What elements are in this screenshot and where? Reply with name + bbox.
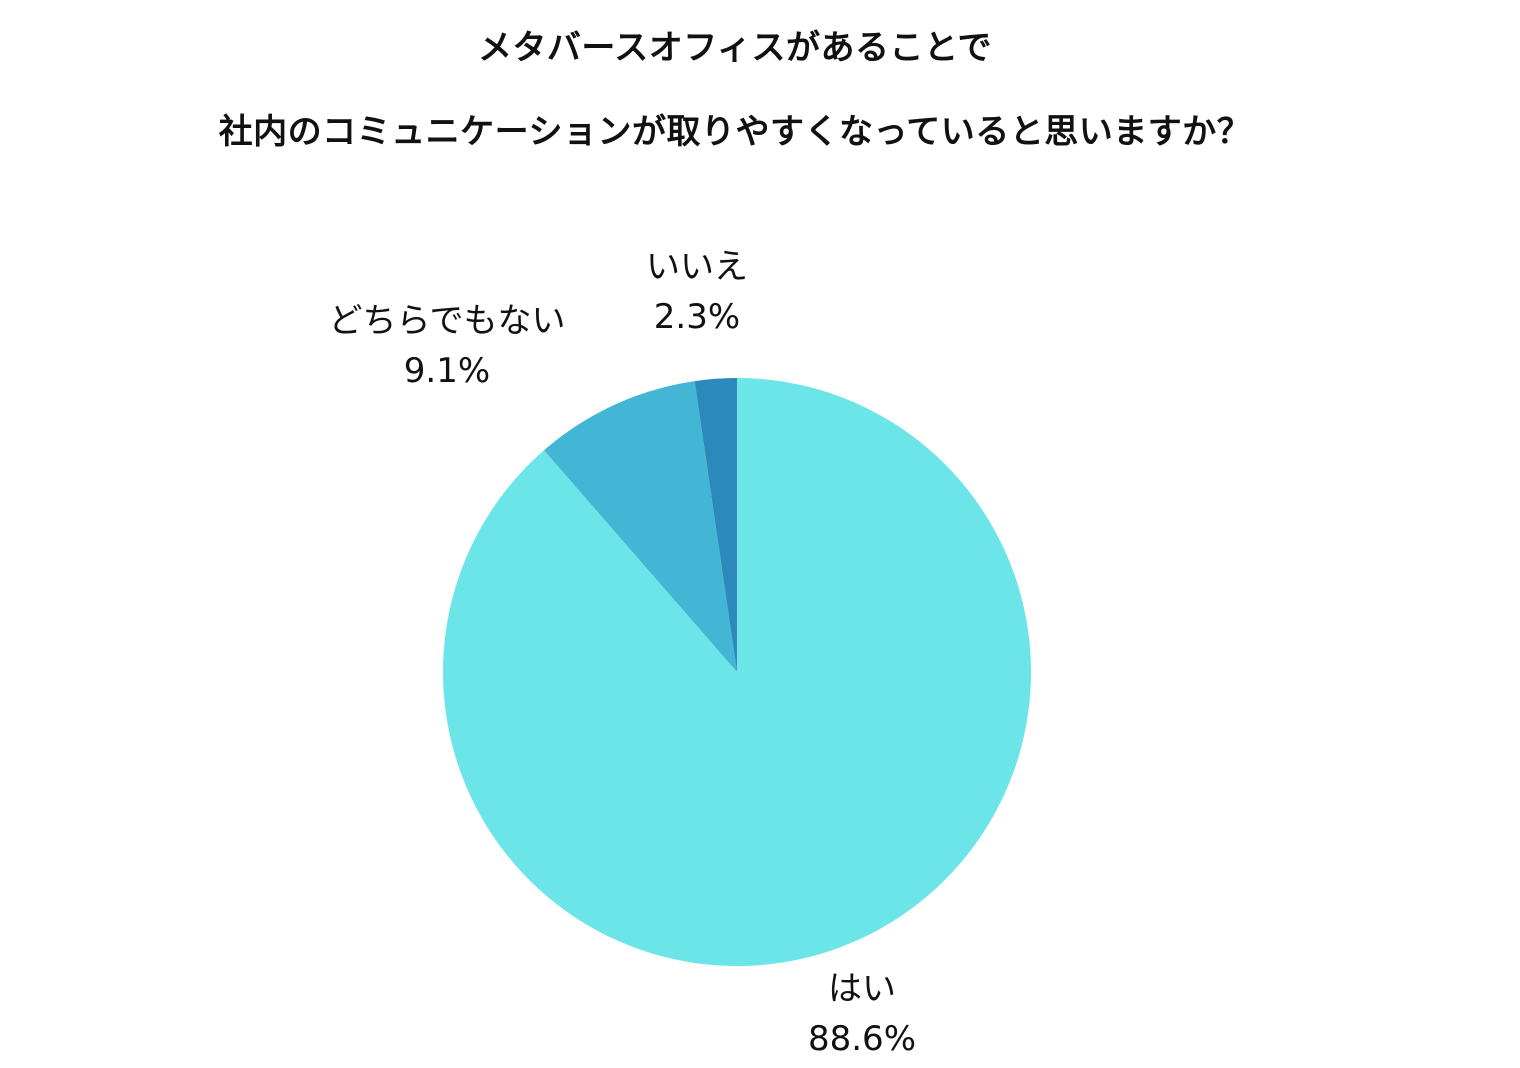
slice-label-2: どちらでもない bbox=[329, 301, 566, 341]
slice-label-3: いいえ bbox=[646, 247, 748, 287]
chart-title-line-2: 社内のコミュニケーションが取りやすくなっていると思いますか？ bbox=[218, 112, 1252, 152]
pie-labels: はい 88.6% どちらでもない 9.1% いいえ 2.3% bbox=[329, 247, 917, 1059]
slice-label-1: はい bbox=[828, 969, 896, 1009]
slice-value-label-1: 88.6% bbox=[808, 1019, 916, 1059]
slice-value-label-3: 2.3% bbox=[654, 297, 740, 337]
pie-slice-3 bbox=[694, 378, 737, 672]
slice-value-label-2: 9.1% bbox=[404, 351, 490, 391]
chart-title-line-1: メタバースオフィスがあることで bbox=[477, 28, 993, 68]
pie-slices bbox=[443, 378, 1032, 967]
pie-slice-2 bbox=[543, 381, 737, 672]
pie-slice-1 bbox=[443, 378, 1032, 967]
